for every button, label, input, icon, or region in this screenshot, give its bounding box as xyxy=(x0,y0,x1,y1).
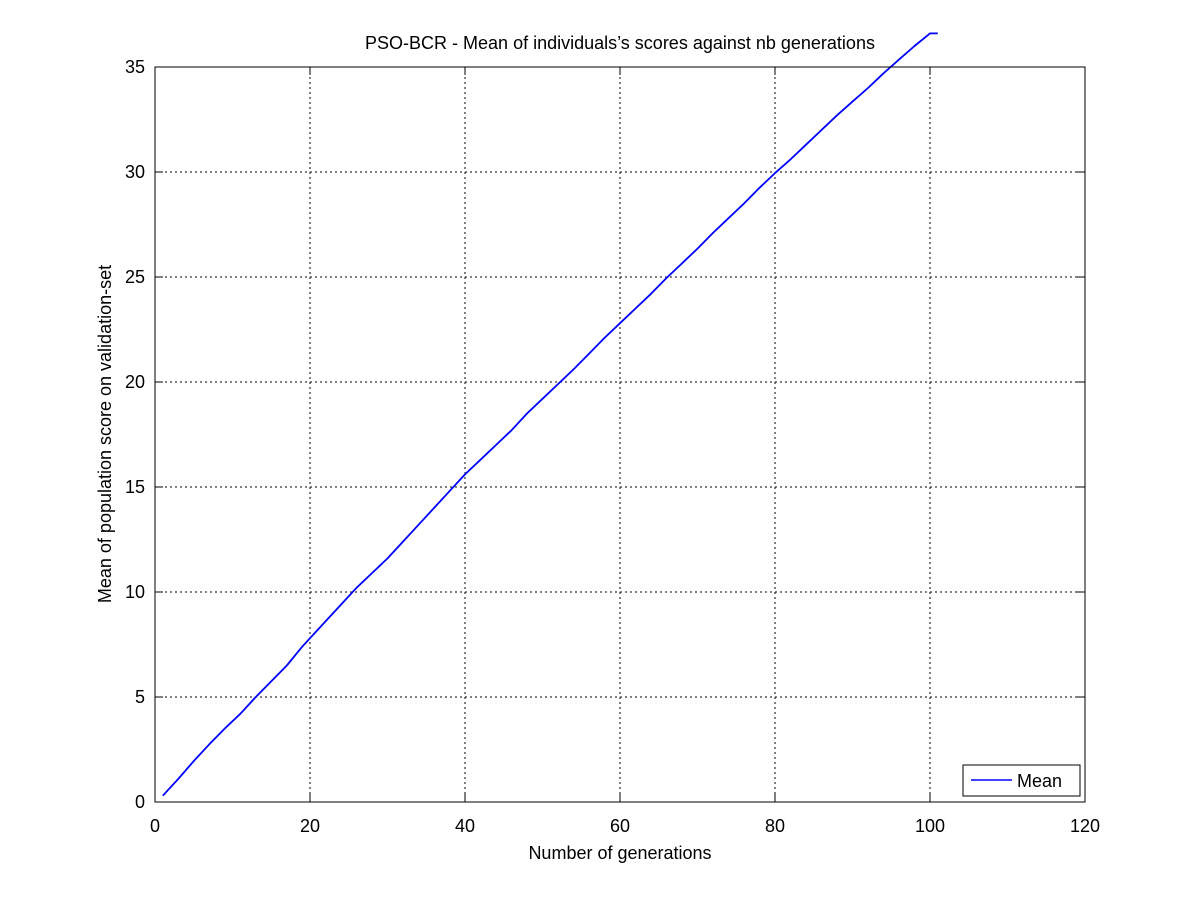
legend-label-mean: Mean xyxy=(1017,771,1062,791)
x-tick-label: 80 xyxy=(765,816,785,836)
x-tick-label: 0 xyxy=(150,816,160,836)
legend: Mean xyxy=(962,764,1081,797)
x-tick-label: 20 xyxy=(300,816,320,836)
y-tick-label: 10 xyxy=(125,582,145,602)
x-tick-label: 40 xyxy=(455,816,475,836)
y-tick-label: 20 xyxy=(125,372,145,392)
y-tick-label: 5 xyxy=(135,687,145,707)
x-tick-label: 60 xyxy=(610,816,630,836)
y-tick-label: 0 xyxy=(135,792,145,812)
chart-title: PSO-BCR - Mean of individuals’s scores a… xyxy=(365,33,875,53)
series-layer xyxy=(162,32,938,797)
y-tick-label: 15 xyxy=(125,477,145,497)
x-tick-label: 120 xyxy=(1070,816,1100,836)
y-tick-label: 25 xyxy=(125,267,145,287)
grid-lines xyxy=(155,67,1085,802)
y-axis-label: Mean of population score on validation-s… xyxy=(95,265,115,603)
y-tick-label: 35 xyxy=(125,57,145,77)
x-axis-label: Number of generations xyxy=(528,843,711,863)
axis-ticks: 0 20 40 60 80 100 120 0 5 10 15 20 25 30 35 xyxy=(125,57,1100,836)
x-tick-label: 100 xyxy=(915,816,945,836)
series-line-mean xyxy=(162,32,938,797)
y-tick-label: 30 xyxy=(125,162,145,182)
